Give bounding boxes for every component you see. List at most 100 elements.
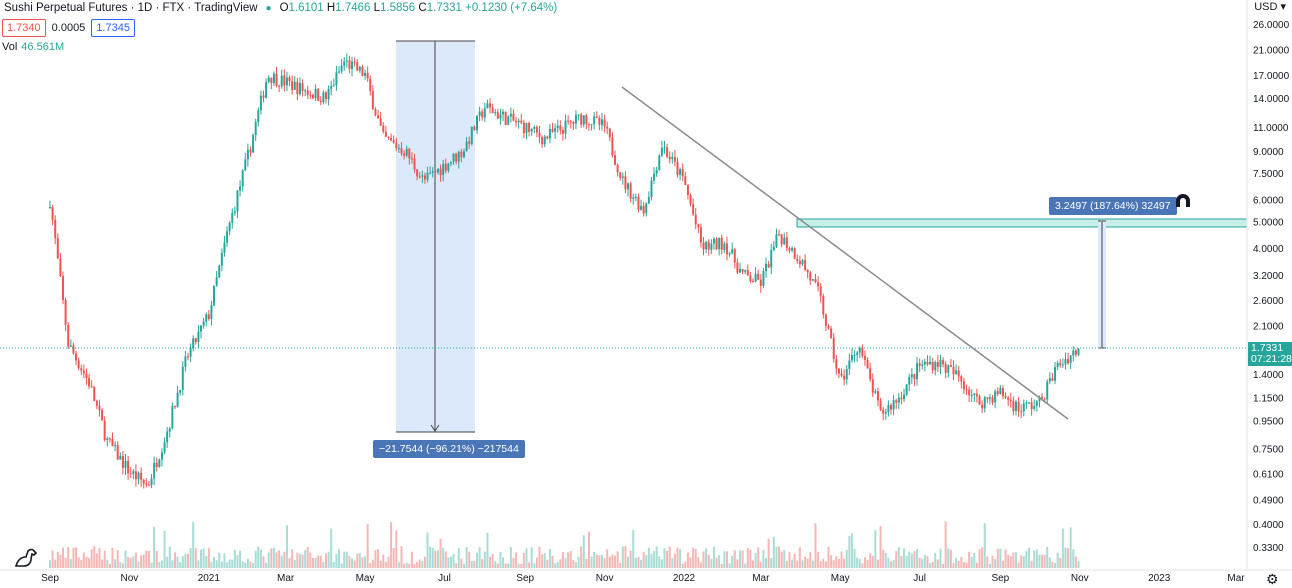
y-tick-label: 0.7500 [1253,445,1284,456]
volume-bar [296,552,299,568]
volume-bar [676,547,679,568]
volume-bar [416,561,419,568]
trend-line[interactable] [621,86,1069,420]
volume-bar [155,550,158,568]
volume-bar [1077,561,1080,568]
volume-bar [853,549,856,568]
candle-body [738,268,741,273]
candle-body [655,169,658,174]
volume-bar [192,521,195,568]
candle-body [82,370,85,374]
candle-body [934,362,937,371]
candle-body [1035,401,1038,406]
volume-bar [421,560,424,568]
volume-bar [361,557,364,568]
candle-body [1017,401,1020,412]
candle-body [1025,402,1028,404]
volume-bar [429,546,432,568]
volume-bar [835,556,838,568]
volume-bar [949,549,952,568]
candle-body [231,212,234,223]
candle-body [64,299,67,326]
y-tick-label: 21.0000 [1253,46,1290,57]
candle-body [845,368,848,380]
candle-body [1012,400,1015,412]
volume-bar [660,559,663,568]
candle-body [293,81,296,90]
volume-bar [324,553,327,568]
volume-bar [494,561,497,568]
volume-bar [473,561,476,568]
candle-body [1077,348,1080,355]
volume-bar [114,559,117,568]
buy-button[interactable]: 1.7345 [91,19,135,37]
candle-body [140,472,143,480]
volume-bar [1033,550,1036,568]
candle-body [444,163,447,171]
volume-bar [541,554,544,568]
gear-icon[interactable]: ⚙ [1266,571,1279,587]
candle-body [905,384,908,395]
candle-body [1072,350,1075,356]
candle-body [869,368,872,380]
volume-bar [470,561,473,568]
candle-body [1020,411,1023,413]
measure-down-region[interactable] [396,40,475,433]
volume-bar [788,551,791,568]
candle-body [840,373,843,376]
measure-up-label: 3.2497 (187.64%) 32497 [1049,197,1177,215]
volume-bar [585,558,588,568]
candle-body [973,393,976,395]
volume-bar [338,549,341,568]
resistance-zone[interactable] [796,218,1248,228]
candle-body [322,92,325,103]
volume-bar [600,554,603,568]
volume-bar [213,556,216,568]
candle-body [134,471,137,480]
candle-body [160,452,163,460]
volume-bar [1009,556,1012,568]
volume-bar [304,550,307,568]
measure-up-region[interactable] [1098,220,1106,349]
volume-bar [496,563,499,568]
symbol-title[interactable]: Sushi Perpetual Futures · 1D · FTX · Tra… [4,2,258,14]
volume-bar [809,552,812,568]
candle-body [705,241,708,250]
candle-body [556,125,559,129]
candle-body [1043,398,1046,400]
candle-body [189,347,192,357]
volume-bar [858,559,861,568]
candle-body [478,111,481,116]
candle-body [668,156,671,160]
x-tick-label: Mar [752,573,770,584]
tradingview-logo[interactable] [14,547,40,572]
volume-bar [757,547,760,568]
volume-bar [551,555,554,568]
candle-body [541,137,544,145]
candle-body [754,273,757,282]
magnet-icon[interactable] [1174,193,1192,214]
candle-body [767,263,770,268]
volume-bar [364,556,367,568]
candle-body [647,197,650,204]
candle-body [741,268,744,272]
candle-body [861,348,864,356]
sell-button[interactable]: 1.7340 [2,19,46,37]
candle-body [270,77,273,84]
volume-bar [54,559,57,568]
candle-body [408,148,411,159]
candle-body [791,248,794,251]
candle-body [1041,396,1044,399]
candle-body [241,170,244,187]
candle-body [999,387,1002,395]
volume-bar [254,550,257,568]
candle-body [663,147,666,149]
candle-body [1056,362,1059,368]
candle-body [725,243,728,255]
currency-selector[interactable]: USD ▾ [1254,1,1286,13]
candle-body [627,183,630,190]
candle-body [858,348,861,353]
volume-bar [220,561,223,568]
y-tick-label: 0.6100 [1253,469,1284,480]
